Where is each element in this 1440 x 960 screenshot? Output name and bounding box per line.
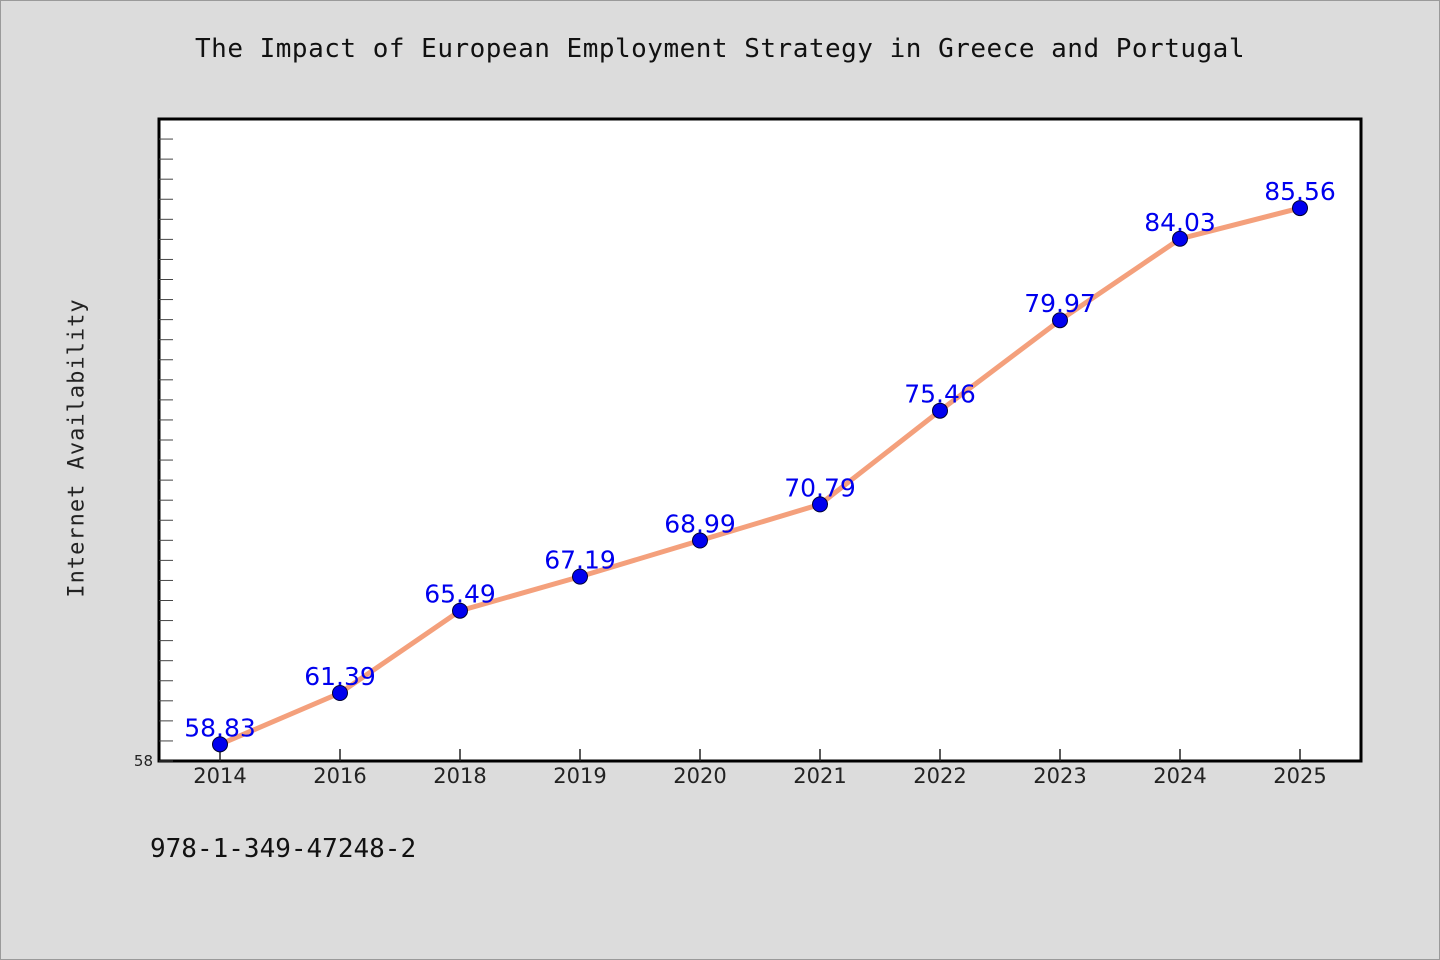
data-label: 70.79 bbox=[784, 473, 856, 502]
data-label: 61.39 bbox=[304, 662, 376, 691]
x-tick-label: 2023 bbox=[1033, 764, 1086, 788]
x-tick-label: 2022 bbox=[913, 764, 966, 788]
y-axis-ticks bbox=[159, 138, 173, 762]
data-labels: 58.83 61.39 65.49 67.19 68.99 70.79 75.46 79.97… bbox=[184, 177, 1336, 742]
data-point bbox=[572, 568, 588, 585]
data-point bbox=[212, 736, 228, 753]
data-point bbox=[452, 602, 468, 619]
x-tick-label: 2016 bbox=[313, 764, 366, 788]
series-line bbox=[219, 205, 1301, 747]
x-tick-label: 2025 bbox=[1273, 764, 1326, 788]
data-point bbox=[1052, 312, 1068, 329]
chart-title: The Impact of European Employment Strate… bbox=[195, 34, 1245, 64]
data-label: 58.83 bbox=[184, 713, 256, 742]
x-tick-label: 2024 bbox=[1153, 764, 1206, 788]
data-point bbox=[932, 402, 948, 419]
data-label: 68.99 bbox=[664, 510, 736, 539]
x-tick-label: 2014 bbox=[193, 764, 246, 788]
data-label: 79.97 bbox=[1024, 289, 1096, 318]
data-label: 75.46 bbox=[904, 380, 976, 409]
isbn-footnote: 978-1-349-47248-2 bbox=[150, 834, 417, 864]
x-axis-ticks bbox=[219, 749, 1301, 761]
data-point bbox=[692, 532, 708, 549]
data-point bbox=[812, 496, 828, 513]
plot-area bbox=[157, 117, 1363, 763]
data-label: 65.49 bbox=[424, 580, 496, 609]
x-tick-label: 2018 bbox=[433, 764, 486, 788]
data-point bbox=[1172, 230, 1188, 247]
x-axis-tick-labels: 2014 2016 2018 2019 2020 2021 2022 2023 2024 2025 bbox=[193, 764, 1326, 788]
data-point bbox=[1292, 200, 1308, 217]
data-label: 67.19 bbox=[544, 546, 616, 575]
x-tick-label: 2021 bbox=[793, 764, 846, 788]
data-point bbox=[332, 684, 348, 701]
data-label: 85.56 bbox=[1264, 177, 1336, 206]
data-markers bbox=[212, 200, 1308, 753]
x-tick-label: 2020 bbox=[673, 764, 726, 788]
x-tick-label: 2019 bbox=[553, 764, 606, 788]
y-axis-tick-label: 58 bbox=[134, 752, 153, 770]
data-label: 84.03 bbox=[1144, 208, 1216, 237]
